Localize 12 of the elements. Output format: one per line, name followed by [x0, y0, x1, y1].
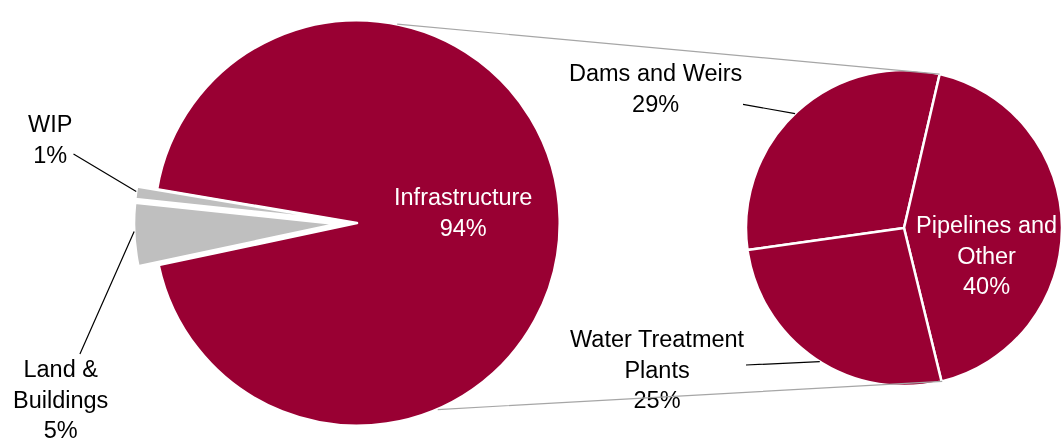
slice-label: Water Treatment Plants	[570, 326, 745, 383]
slice-label: Pipelines and Other	[916, 212, 1058, 269]
data-label: 1%	[33, 141, 68, 168]
data-label: 5%	[43, 417, 78, 444]
slice-label: WIP	[28, 111, 73, 137]
data-label: 25%	[633, 387, 681, 414]
data-label: 40%	[963, 273, 1011, 300]
slice-label: Infrastructure	[394, 184, 533, 210]
data-label: 94%	[439, 214, 487, 241]
data-label: 29%	[632, 90, 680, 117]
slice-label: Land & Buildings	[13, 356, 109, 413]
slice-label: Dams and Weirs	[569, 60, 743, 86]
